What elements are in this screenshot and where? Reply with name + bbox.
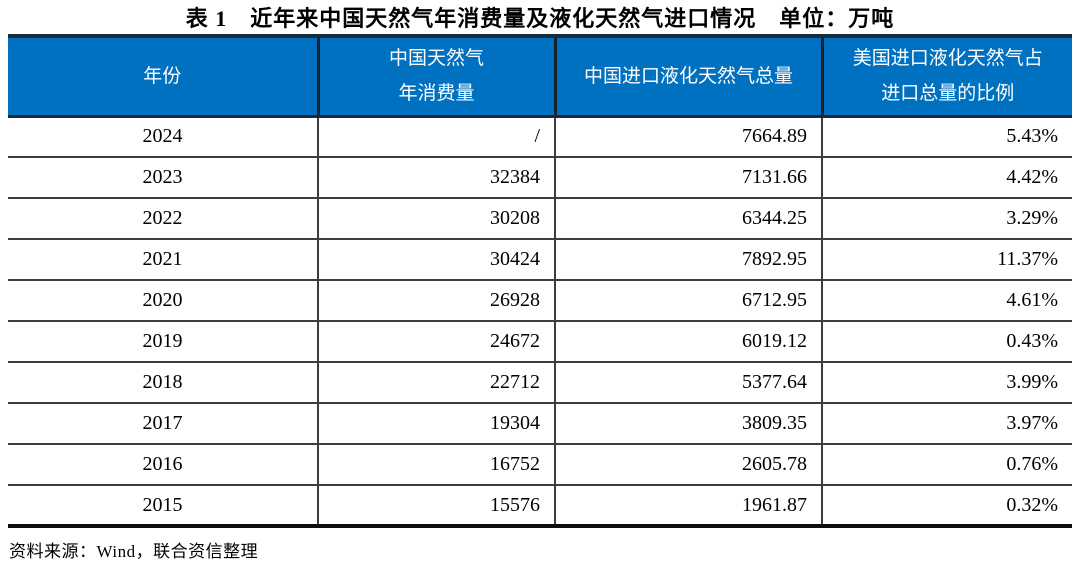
- lng-import-cell: 5377.64: [554, 362, 822, 404]
- year-cell: 2022: [8, 198, 318, 240]
- header-cell-us-share: 美国进口液化天然气占 进口总量的比例: [820, 34, 1072, 118]
- year-cell: 2015: [8, 485, 318, 528]
- table-body: 2024 / 7664.89 5.43% 2023 32384 7131.66 …: [8, 116, 1072, 528]
- lng-import-cell: 2605.78: [554, 444, 822, 486]
- consumption-cell: 22712: [317, 362, 555, 404]
- header-year-line1: 年份: [143, 65, 182, 87]
- source-note: 资料来源：Wind，联合资信整理: [9, 542, 259, 561]
- year-cell: 2019: [8, 321, 318, 363]
- table-row: 2023 32384 7131.66 4.42%: [8, 157, 1072, 199]
- header-cell-year: 年份: [8, 34, 318, 118]
- us-share-cell: 3.29%: [821, 198, 1072, 240]
- consumption-cell: 30424: [317, 239, 555, 281]
- us-share-cell: 3.99%: [821, 362, 1072, 404]
- natural-gas-data-table: 年份 中国天然气 年消费量 中国进口液化天然气总量: [8, 34, 1072, 528]
- lng-import-cell: 6019.12: [554, 321, 822, 363]
- consumption-cell: 30208: [317, 198, 555, 240]
- us-share-cell: 4.61%: [821, 280, 1072, 322]
- table-row: 2016 16752 2605.78 0.76%: [8, 444, 1072, 486]
- header-consumption-line2: 年消费量: [398, 83, 475, 105]
- consumption-cell: 19304: [317, 403, 555, 445]
- year-cell: 2024: [8, 116, 318, 158]
- header-lng-import-line1: 中国进口液化天然气总量: [583, 65, 793, 87]
- lng-import-cell: 7664.89: [554, 116, 822, 158]
- table-row: 2018 22712 5377.64 3.99%: [8, 362, 1072, 404]
- lng-import-cell: 6344.25: [554, 198, 822, 240]
- us-share-cell: 0.43%: [821, 321, 1072, 363]
- year-cell: 2020: [8, 280, 318, 322]
- header-cell-consumption: 中国天然气 年消费量: [316, 34, 555, 118]
- consumption-cell: 32384: [317, 157, 555, 199]
- consumption-cell: 24672: [317, 321, 555, 363]
- us-share-cell: 0.32%: [821, 485, 1072, 528]
- lng-import-cell: 7892.95: [554, 239, 822, 281]
- consumption-cell: 26928: [317, 280, 555, 322]
- us-share-cell: 4.42%: [821, 157, 1072, 199]
- year-cell: 2018: [8, 362, 318, 404]
- us-share-cell: 3.97%: [821, 403, 1072, 445]
- table-row: 2024 / 7664.89 5.43%: [8, 116, 1072, 158]
- table-row: 2021 30424 7892.95 11.37%: [8, 239, 1072, 281]
- us-share-cell: 0.76%: [821, 444, 1072, 486]
- table-row: 2019 24672 6019.12 0.43%: [8, 321, 1072, 363]
- lng-import-cell: 1961.87: [554, 485, 822, 528]
- us-share-cell: 5.43%: [821, 116, 1072, 158]
- consumption-cell: 16752: [317, 444, 555, 486]
- year-cell: 2023: [8, 157, 318, 199]
- table-row: 2022 30208 6344.25 3.29%: [8, 198, 1072, 240]
- header-cell-lng-import: 中国进口液化天然气总量: [553, 34, 822, 118]
- header-us-share-line1: 美国进口液化天然气占: [852, 48, 1043, 70]
- us-share-cell: 11.37%: [821, 239, 1072, 281]
- table-header-row: 年份 中国天然气 年消费量 中国进口液化天然气总量: [8, 34, 1072, 118]
- table-row: 2017 19304 3809.35 3.97%: [8, 403, 1072, 445]
- lng-import-cell: 7131.66: [554, 157, 822, 199]
- header-consumption-line1: 中国天然气: [388, 48, 484, 70]
- table-row: 2015 15576 1961.87 0.32%: [8, 485, 1072, 528]
- consumption-cell: 15576: [317, 485, 555, 528]
- consumption-cell: /: [317, 116, 555, 158]
- year-cell: 2021: [8, 239, 318, 281]
- year-cell: 2016: [8, 444, 318, 486]
- table-row: 2020 26928 6712.95 4.61%: [8, 280, 1072, 322]
- lng-import-cell: 3809.35: [554, 403, 822, 445]
- header-us-share-line2: 进口总量的比例: [881, 83, 1015, 105]
- year-cell: 2017: [8, 403, 318, 445]
- table-title: 表 1 近年来中国天然气年消费量及液化天然气进口情况 单位：万吨: [185, 6, 895, 31]
- lng-import-cell: 6712.95: [554, 280, 822, 322]
